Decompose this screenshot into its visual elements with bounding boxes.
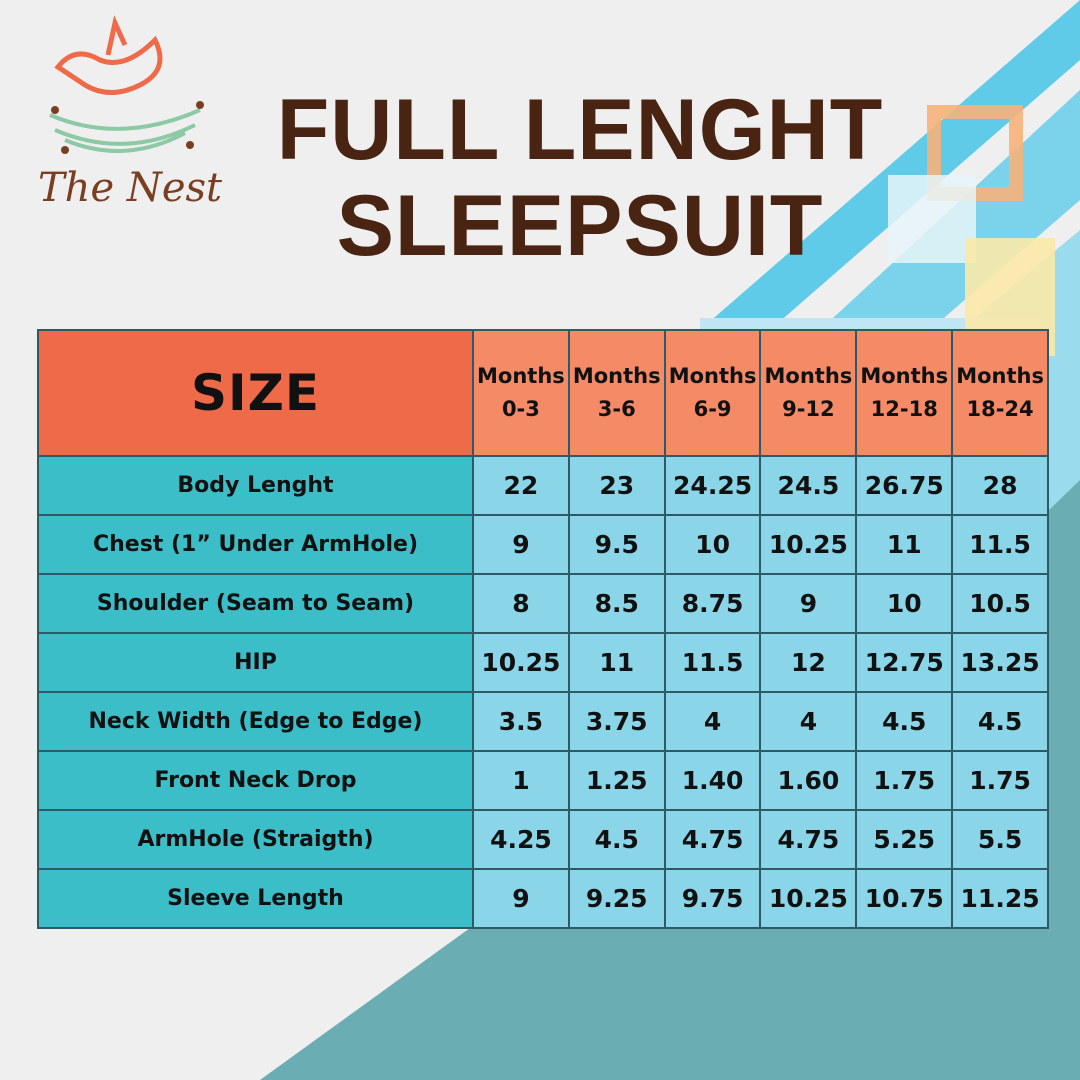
table-cell: 1.75 (855, 750, 954, 811)
table-cell: 4 (663, 691, 762, 752)
table-row: ArmHole (Straigth) 4.25 4.5 4.75 4.75 5.25 5.5 (37, 809, 1049, 870)
size-header: SIZE (37, 329, 474, 457)
column-header-top: Months (764, 364, 853, 388)
row-label: Shoulder (Seam to Seam) (37, 573, 474, 634)
table-cell: 12.75 (855, 632, 954, 693)
table-cell: 22 (472, 455, 570, 516)
table-cell: 10.25 (759, 868, 858, 929)
column-header-top: Months (956, 364, 1044, 388)
column-header-range: 18-24 (966, 397, 1034, 421)
table-row: HIP 10.25 11 11.5 12 12.75 13.25 (37, 632, 1049, 693)
row-label: HIP (37, 632, 474, 693)
row-label: Body Lenght (37, 455, 474, 516)
column-header-range: 3-6 (597, 397, 636, 421)
size-chart-table: SIZE Months 0-3 Months 3-6 Months 6-9 Months 9-… (37, 329, 1049, 929)
column-header: Months 0-3 (472, 329, 570, 457)
table-cell: 23 (567, 455, 666, 516)
brand-name: The Nest (38, 165, 223, 211)
table-cell: 1.60 (759, 750, 858, 811)
table-cell: 4.25 (472, 809, 570, 870)
page-title-line1: FULL LENGHT (276, 82, 884, 178)
table-cell: 5.25 (855, 809, 954, 870)
column-header-range: 0-3 (501, 397, 540, 421)
table-cell: 9 (472, 868, 570, 929)
table-cell: 9 (472, 514, 570, 575)
row-label: Sleeve Length (37, 868, 474, 929)
table-cell: 5.5 (951, 809, 1049, 870)
row-label: Chest (1” Under ArmHole) (37, 514, 474, 575)
row-label: Front Neck Drop (37, 750, 474, 811)
column-header: Months 6-9 (663, 329, 762, 457)
column-header: Months 12-18 (855, 329, 954, 457)
table-cell: 24.25 (663, 455, 762, 516)
table-cell: 8 (472, 573, 570, 634)
table-cell: 28 (951, 455, 1049, 516)
table-cell: 11.5 (951, 514, 1049, 575)
table-cell: 10.25 (759, 514, 858, 575)
table-row: Chest (1” Under ArmHole) 9 9.5 10 10.25 11 11.… (37, 514, 1049, 575)
column-header-top: Months (572, 364, 661, 388)
table-cell: 9.75 (663, 868, 762, 929)
table-cell: 10 (663, 514, 762, 575)
column-header-range: 12-18 (870, 397, 938, 421)
table-cell: 11.5 (663, 632, 762, 693)
table-row: Neck Width (Edge to Edge) 3.5 3.75 4 4 4.5 4.5 (37, 691, 1049, 752)
row-label: ArmHole (Straigth) (37, 809, 474, 870)
table-cell: 9 (759, 573, 858, 634)
table-row: Body Lenght 22 23 24.25 24.5 26.75 28 (37, 455, 1049, 516)
table-cell: 11 (567, 632, 666, 693)
table-cell: 1.25 (567, 750, 666, 811)
table-cell: 10.25 (472, 632, 570, 693)
the-nest-logo (49, 15, 204, 154)
header-row: SIZE Months 0-3 Months 3-6 Months 6-9 Months 9-… (37, 329, 1049, 457)
table-cell: 9.5 (567, 514, 666, 575)
table-row: Front Neck Drop 1 1.25 1.40 1.60 1.75 1.75 (37, 750, 1049, 811)
table-cell: 3.5 (472, 691, 570, 752)
column-header: Months 18-24 (951, 329, 1049, 457)
table-cell: 4.5 (855, 691, 954, 752)
column-header-top: Months (668, 364, 757, 388)
table-cell: 1 (472, 750, 570, 811)
table-cell: 11 (855, 514, 954, 575)
table-cell: 4.75 (759, 809, 858, 870)
table-cell: 10 (855, 573, 954, 634)
column-header: Months 3-6 (567, 329, 666, 457)
table-cell: 4 (759, 691, 858, 752)
table-cell: 4.5 (567, 809, 666, 870)
table-cell: 1.40 (663, 750, 762, 811)
page-title-line2: SLEEPSUIT (336, 178, 824, 274)
column-header-top: Months (477, 364, 565, 388)
table-cell: 13.25 (951, 632, 1049, 693)
table-cell: 10.75 (855, 868, 954, 929)
table-cell: 26.75 (855, 455, 954, 516)
table-cell: 8.75 (663, 573, 762, 634)
table-cell: 1.75 (951, 750, 1049, 811)
column-header-range: 6-9 (693, 397, 732, 421)
table-cell: 11.25 (951, 868, 1049, 929)
table-cell: 10.5 (951, 573, 1049, 634)
table-cell: 12 (759, 632, 858, 693)
column-header-range: 9-12 (782, 397, 835, 421)
table-row: Sleeve Length 9 9.25 9.75 10.25 10.75 11.25 (37, 868, 1049, 929)
table-cell: 4.5 (951, 691, 1049, 752)
column-header-top: Months (860, 364, 949, 388)
row-label: Neck Width (Edge to Edge) (37, 691, 474, 752)
table-cell: 8.5 (567, 573, 666, 634)
table-cell: 3.75 (567, 691, 666, 752)
table-cell: 9.25 (567, 868, 666, 929)
table-cell: 4.75 (663, 809, 762, 870)
column-header: Months 9-12 (759, 329, 858, 457)
table-cell: 24.5 (759, 455, 858, 516)
table-row: Shoulder (Seam to Seam) 8 8.5 8.75 9 10 10.5 (37, 573, 1049, 634)
